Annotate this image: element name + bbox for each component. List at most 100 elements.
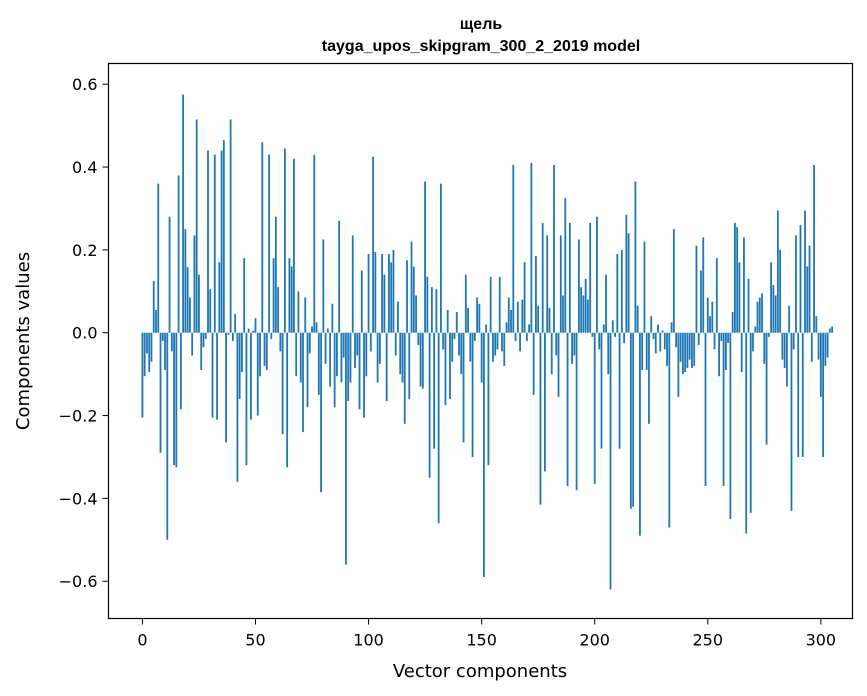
bar-15 [175, 332, 178, 468]
bar-195 [582, 295, 585, 333]
title-line-2: tayga_upos_skipgram_300_2_2019 model [322, 38, 640, 55]
x-tick-label: 250 [692, 631, 723, 650]
bar-287 [790, 332, 793, 511]
bar-233 [668, 332, 671, 528]
bar-24 [195, 119, 198, 333]
bar-238 [679, 332, 682, 362]
bar-253 [713, 332, 716, 350]
plot-frame [107, 62, 854, 620]
bar-280 [774, 295, 777, 333]
bar-284 [783, 332, 786, 368]
bar-53 [261, 142, 264, 333]
bar-283 [781, 332, 784, 360]
bar-10 [164, 332, 166, 370]
bar-291 [799, 225, 802, 333]
bar-257 [722, 332, 725, 486]
bar-256 [720, 332, 723, 341]
bar-224 [648, 332, 650, 424]
x-tick-label: 200 [579, 631, 610, 650]
bar-265 [740, 332, 743, 373]
bar-102 [372, 156, 374, 333]
bar-181 [550, 332, 553, 375]
bar-277 [767, 332, 770, 337]
bar-264 [738, 262, 741, 333]
bar-165 [514, 332, 517, 341]
bar-139 [455, 312, 458, 333]
bar-81 [324, 332, 327, 364]
bar-89 [342, 332, 345, 358]
bar-154 [489, 276, 492, 333]
bar-92 [349, 332, 352, 383]
bar-142 [462, 332, 465, 443]
bar-249 [704, 332, 707, 486]
bar-127 [428, 332, 431, 478]
bar-155 [492, 332, 494, 362]
bar-108 [385, 332, 388, 402]
bar-36 [222, 140, 225, 333]
bar-23 [193, 235, 196, 333]
bar-101 [369, 332, 372, 352]
bar-227 [654, 332, 657, 354]
bar-66 [290, 266, 293, 333]
x-tick-label: 300 [806, 631, 837, 650]
bar-225 [650, 316, 653, 333]
bar-298 [815, 316, 818, 333]
bar-0 [141, 332, 144, 418]
bar-132 [440, 183, 442, 333]
bar-121 [415, 295, 417, 333]
bar-37 [225, 332, 227, 443]
bar-75 [311, 326, 313, 333]
bar-266 [743, 237, 745, 333]
bar-221 [641, 332, 644, 370]
bar-232 [666, 332, 668, 366]
bar-153 [487, 332, 490, 466]
bar-222 [643, 241, 646, 333]
bar-171 [528, 324, 531, 333]
bar-185 [559, 235, 562, 333]
bar-109 [388, 254, 390, 333]
bar-88 [340, 332, 343, 383]
bar-50 [254, 318, 257, 333]
x-tick-label: 100 [353, 631, 384, 650]
bar-94 [354, 332, 356, 368]
bar-180 [548, 307, 551, 333]
bar-267 [745, 332, 748, 534]
bar-20 [186, 267, 189, 333]
bar-57 [270, 332, 273, 339]
bar-152 [485, 324, 488, 333]
bar-243 [691, 332, 693, 368]
bar-239 [681, 332, 684, 375]
bar-228 [657, 324, 659, 333]
bar-147 [473, 332, 476, 341]
bar-100 [367, 254, 370, 333]
bars-group [141, 94, 834, 590]
bar-272 [756, 301, 759, 333]
bar-76 [313, 154, 316, 333]
bar-242 [688, 332, 691, 360]
bar-45 [243, 258, 246, 333]
bar-4 [150, 332, 153, 362]
bar-96 [358, 332, 361, 410]
bar-240 [684, 332, 687, 373]
bar-123 [419, 332, 422, 387]
bar-157 [496, 332, 499, 350]
bar-51 [256, 332, 259, 416]
bar-22 [191, 332, 194, 356]
bar-114 [399, 332, 402, 375]
bar-29 [207, 150, 209, 333]
bar-160 [503, 332, 506, 366]
bar-175 [537, 305, 540, 333]
bar-223 [645, 332, 648, 370]
bar-289 [795, 235, 797, 333]
bar-151 [482, 332, 485, 578]
bar-54 [263, 332, 266, 366]
bar-122 [417, 332, 420, 346]
bar-85 [333, 332, 336, 408]
bar-41 [234, 314, 237, 333]
bar-93 [351, 235, 354, 333]
bar-300 [819, 332, 822, 397]
x-tick-label: 150 [466, 631, 497, 650]
bar-174 [535, 256, 537, 333]
bar-134 [444, 332, 447, 406]
bar-58 [272, 258, 275, 333]
